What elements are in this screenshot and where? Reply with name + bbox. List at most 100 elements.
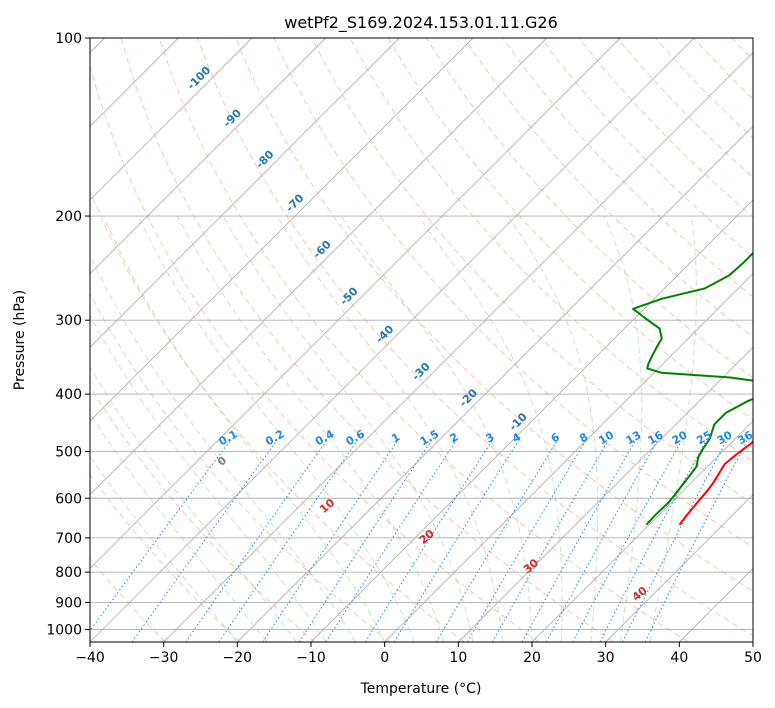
x-tick-label: 0 <box>380 650 389 666</box>
dry-adiabat-line <box>693 38 753 100</box>
isotherm-label: -90 <box>221 106 244 129</box>
mixing-ratio-label: 13 <box>624 428 644 447</box>
y-tick-label: 900 <box>55 595 82 611</box>
dry-adiabat-line <box>273 38 753 548</box>
mixing-ratio-line <box>545 440 658 642</box>
dry-adiabat-line <box>90 473 241 642</box>
x-axis-label: Temperature (°C) <box>360 681 482 697</box>
isotherm-line <box>237 125 753 642</box>
mixing-ratio-line <box>325 440 457 642</box>
mixing-ratio-label: 1 <box>389 430 402 445</box>
isotherm-label: -10 <box>507 410 530 433</box>
mixing-ratio-label: 30 <box>715 428 735 447</box>
x-tick-label: 30 <box>597 650 615 666</box>
y-tick-label: 800 <box>55 565 82 581</box>
dry-adiabat-label: 20 <box>417 527 437 547</box>
mixing-ratio-line <box>491 440 609 642</box>
isotherm-line <box>90 38 474 422</box>
dry-adiabat-line <box>90 63 540 642</box>
isotherm-line <box>531 420 753 642</box>
dry-adiabat-line <box>311 38 753 505</box>
mixing-ratio-line <box>298 440 432 642</box>
dry-adiabat-line <box>90 189 465 642</box>
mixing-ratio-label: 2 <box>448 430 461 445</box>
mixing-ratio-label: 0.2 <box>263 427 286 448</box>
plot-frame <box>89 37 754 643</box>
moist-adiabat-line <box>90 455 238 642</box>
dry-adiabat-line <box>90 385 316 642</box>
mixing-ratio-line <box>185 440 327 642</box>
y-tick-label: 500 <box>55 444 82 460</box>
mixing-ratio-label: 16 <box>646 428 666 447</box>
mixing-ratio-label: 36 <box>735 428 755 447</box>
isotherm-label: -70 <box>283 191 306 214</box>
mixing-ratio-line <box>131 440 278 642</box>
dry-adiabat-line <box>120 38 614 642</box>
moist-adiabat-line <box>649 215 698 642</box>
x-tick-label: 40 <box>670 650 688 666</box>
x-tick-label: −10 <box>296 650 326 666</box>
moist-adiabat-line <box>340 215 533 642</box>
isotherm-line <box>90 38 400 348</box>
mixing-ratio-line <box>435 440 558 642</box>
series-layer <box>632 251 753 526</box>
x-tick-label: −30 <box>149 650 179 666</box>
y-axis-label: Pressure (hPa) <box>12 290 28 390</box>
x-tick-label: 20 <box>523 650 541 666</box>
moist-adiabat-line <box>90 314 327 642</box>
temperature-profile-line <box>678 439 753 526</box>
mixing-ratio-label: 0.1 <box>216 427 239 448</box>
mixing-ratio-line <box>218 440 358 642</box>
moist-adiabat-line <box>222 215 474 642</box>
moist-adiabat-line <box>176 215 445 642</box>
isotherm-line <box>605 494 753 642</box>
dry-adiabat-line <box>770 38 775 642</box>
isotherm-label: -20 <box>457 386 480 409</box>
mixing-ratio-line <box>621 440 727 642</box>
moist-adiabat-line <box>90 412 268 642</box>
dry-adiabat-line <box>655 38 753 139</box>
isotherm-line <box>90 38 253 201</box>
isotherm-label: -50 <box>337 284 360 307</box>
mixing-ratio-line <box>521 440 636 642</box>
mixing-ratio-label: 20 <box>670 428 690 447</box>
axes: −40 −30 −20 −10 0 10 20 30 40 5010020030040050060… <box>46 31 762 666</box>
moist-adiabat-line <box>603 215 643 642</box>
isotherm-line <box>384 273 753 642</box>
dry-adiabat-line <box>616 38 753 179</box>
isotherm-line <box>90 38 695 642</box>
y-tick-label: 700 <box>55 531 82 547</box>
line-labels: 0.1 0.2 0.4 0.6 1 1.5 2 3 4 6 8 10 13 16 20 25 30 36-100-… <box>185 63 756 603</box>
x-tick-label: −40 <box>75 650 105 666</box>
mixing-ratio-line <box>467 440 586 642</box>
y-tick-label: 1000 <box>46 622 82 638</box>
isotherm-line <box>458 346 753 642</box>
dry-adiabat-line <box>464 38 753 338</box>
isotherm-line <box>679 567 753 642</box>
dewpoint-profile-line <box>632 251 753 526</box>
y-tick-label: 300 <box>55 313 82 329</box>
y-tick-label: 100 <box>55 31 82 47</box>
moist-adiabat-line <box>417 215 563 642</box>
y-tick-label: 200 <box>55 209 82 225</box>
dry-adiabat-line <box>90 292 390 642</box>
isotherm-line <box>90 38 621 569</box>
mixing-ratio-label: 3 <box>484 430 497 445</box>
mixing-ratio-label: 6 <box>549 430 562 445</box>
dry-adiabat-line <box>158 38 689 642</box>
moist-adiabat-line <box>137 215 415 642</box>
x-tick-label: 50 <box>744 650 762 666</box>
background-lines <box>90 38 775 642</box>
chart-title: wetPf2_S169.2024.153.01.11.G26 <box>284 13 558 33</box>
isotherm-line <box>163 52 753 642</box>
isotherm-line <box>310 199 753 642</box>
x-tick-label: −20 <box>223 650 253 666</box>
mixing-ratio-line <box>262 440 399 642</box>
dry-adiabat-line <box>425 38 753 379</box>
mixing-ratio-label: 10 <box>596 428 616 447</box>
dry-adiabat-label: 10 <box>317 496 337 516</box>
dry-adiabat-line <box>349 38 753 463</box>
moist-adiabat-line <box>507 215 599 642</box>
moist-adiabat-line <box>90 366 297 642</box>
